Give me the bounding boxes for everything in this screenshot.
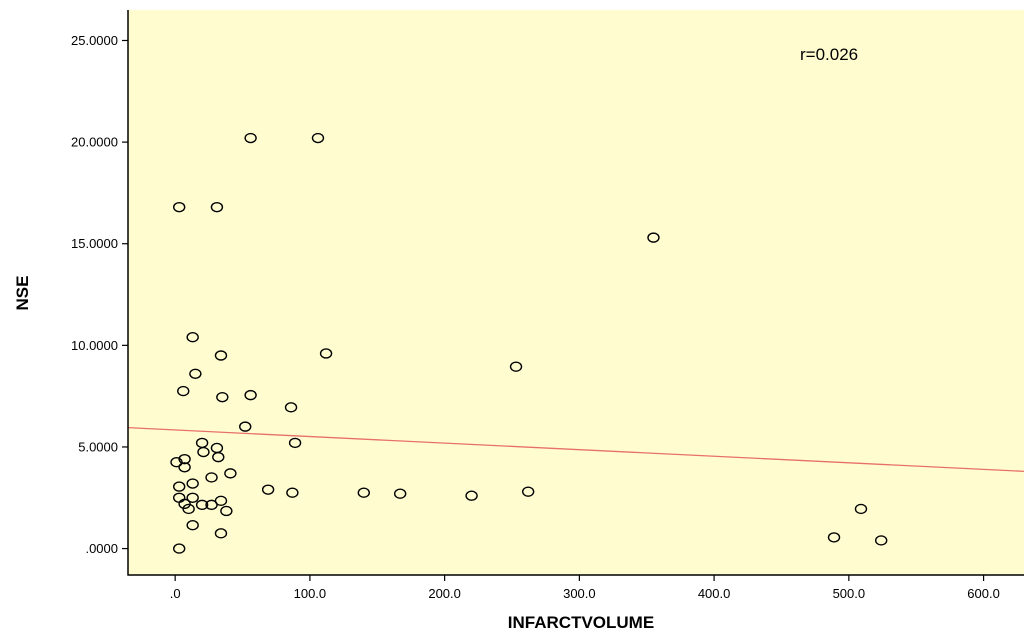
x-tick-label: 600.0 bbox=[967, 586, 1000, 601]
data-point bbox=[647, 232, 660, 243]
data-point bbox=[311, 132, 325, 144]
data-point bbox=[197, 446, 210, 458]
data-point bbox=[284, 402, 298, 413]
data-point bbox=[239, 421, 252, 432]
y-tick-label: .0000 bbox=[85, 541, 118, 556]
y-tick-label: 25.0000 bbox=[71, 33, 118, 48]
correlation-annotation: r=0.026 bbox=[800, 45, 858, 64]
data-point bbox=[186, 520, 199, 531]
y-tick-label: 20.0000 bbox=[71, 135, 118, 150]
fit-line bbox=[127, 427, 1024, 472]
data-point bbox=[186, 478, 199, 489]
x-tick-label: .0 bbox=[170, 586, 181, 601]
data-point bbox=[286, 487, 299, 498]
data-point bbox=[465, 490, 478, 501]
x-tick-label: 300.0 bbox=[563, 586, 596, 601]
data-point bbox=[261, 484, 275, 495]
data-point bbox=[874, 535, 888, 546]
data-point bbox=[186, 332, 199, 343]
data-point bbox=[210, 201, 224, 213]
data-point bbox=[178, 498, 191, 510]
data-point bbox=[288, 437, 302, 449]
data-point bbox=[216, 391, 229, 403]
data-point bbox=[509, 361, 523, 372]
data-point bbox=[177, 385, 190, 397]
data-point bbox=[357, 487, 370, 498]
data-point bbox=[172, 201, 186, 213]
data-point bbox=[189, 368, 202, 379]
data-point bbox=[521, 486, 535, 497]
data-point bbox=[220, 505, 233, 517]
data-point bbox=[170, 457, 183, 468]
data-point bbox=[319, 348, 333, 359]
axes-layer bbox=[127, 10, 1024, 576]
data-point bbox=[195, 499, 209, 511]
y-tick-label: 5.0000 bbox=[78, 439, 118, 454]
points-layer bbox=[170, 132, 888, 554]
fit-line-layer bbox=[127, 427, 1024, 472]
data-point bbox=[172, 543, 186, 554]
y-axis-title: NSE bbox=[13, 276, 32, 311]
plot-area bbox=[128, 10, 1024, 575]
data-point bbox=[214, 495, 228, 507]
data-point bbox=[244, 132, 257, 144]
y-tick-label: 10.0000 bbox=[71, 338, 118, 353]
data-point bbox=[244, 389, 257, 401]
x-tick-label: 400.0 bbox=[698, 586, 731, 601]
data-point bbox=[205, 499, 218, 511]
data-point bbox=[172, 481, 186, 492]
x-tick-label: 200.0 bbox=[428, 586, 461, 601]
x-tick-label: 500.0 bbox=[833, 586, 866, 601]
data-point bbox=[393, 488, 407, 499]
data-point bbox=[182, 503, 195, 515]
data-point bbox=[214, 350, 228, 361]
data-point bbox=[186, 492, 199, 503]
data-point bbox=[827, 532, 841, 543]
y-tick-label: 15.0000 bbox=[71, 236, 118, 251]
x-tick-label: 100.0 bbox=[294, 586, 327, 601]
data-point bbox=[212, 451, 225, 463]
data-point bbox=[178, 462, 191, 473]
data-point bbox=[214, 528, 228, 539]
ticks-layer: .0 100.0 200.0 300.0 400.0 500.0 600.0 .0000 5.0… bbox=[71, 33, 1000, 601]
data-point bbox=[205, 472, 218, 483]
x-axis-title: INFARCTVOLUME bbox=[508, 613, 654, 632]
data-point bbox=[224, 468, 237, 479]
data-point bbox=[178, 453, 191, 465]
data-point bbox=[854, 503, 868, 515]
